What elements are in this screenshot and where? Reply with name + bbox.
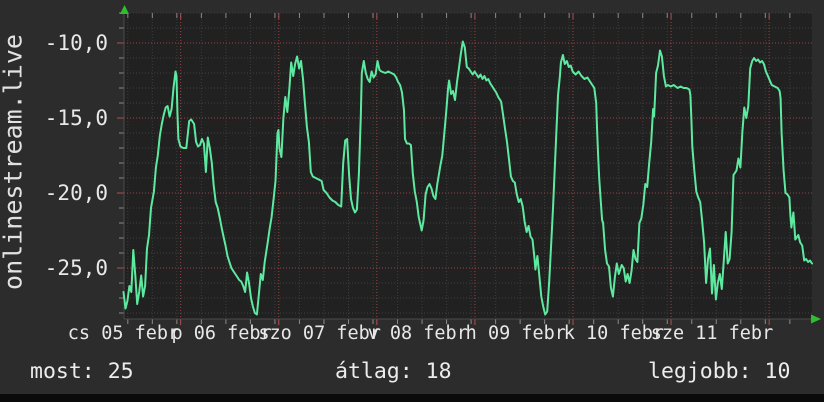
x-axis-tick-label: k 10 febr	[564, 323, 664, 344]
y-axis-labels: -10,0 -15,0 -20,0 -25,0	[45, 31, 108, 280]
up-arrow-icon	[120, 5, 129, 14]
stat-average-value: 18	[425, 359, 452, 384]
stat-best-label: legjobb:	[648, 359, 752, 384]
y-axis-tick-label: -25,0	[45, 256, 108, 280]
stat-average-label: átlag:	[335, 359, 413, 384]
stat-most-value: 25	[107, 359, 134, 384]
x-axis-tick-label: p 06 febr	[171, 323, 271, 344]
y-axis-tick-label: -15,0	[45, 106, 108, 130]
stat-best: legjobb: 10	[648, 359, 790, 384]
y-axis-tick-label: -20,0	[45, 181, 108, 205]
x-axis-tick-label: cs 05 febr	[68, 323, 179, 344]
stat-average: átlag: 18	[335, 359, 452, 384]
series-line	[122, 40, 813, 316]
bottom-edge-bar	[0, 394, 824, 402]
x-axis-tick-label: v 08 febr	[368, 323, 468, 344]
watermark-vertical-text: onlinestream.live	[0, 34, 28, 290]
x-axis-tick-label: sze 11 febr	[651, 323, 774, 344]
stat-most-label: most:	[30, 359, 95, 384]
stats-row: most: 25 átlag: 18 legjobb: 10	[0, 359, 824, 387]
x-axis-tick-label: h 09 febr	[466, 323, 566, 344]
plot-area	[124, 13, 812, 319]
tick-marks-major	[117, 13, 770, 325]
stat-most: most: 25	[30, 359, 134, 384]
tick-marks-minor	[119, 12, 791, 324]
x-axis-tick-label: szo 07 febr	[258, 323, 381, 344]
stat-best-value: 10	[764, 359, 791, 384]
axis-lines	[123, 13, 812, 320]
y-axis-tick-label: -10,0	[45, 31, 108, 55]
right-arrow-icon	[811, 314, 821, 324]
